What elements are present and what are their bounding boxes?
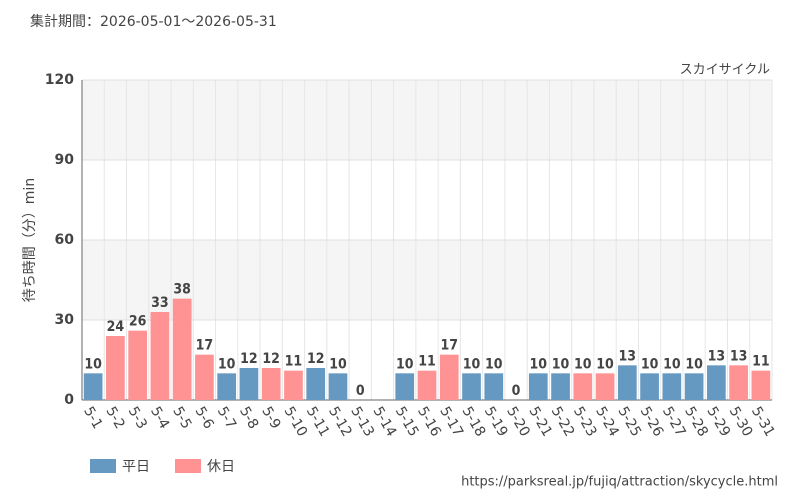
bar <box>150 312 170 400</box>
value-label: 10 <box>485 356 503 372</box>
chart-title: 集計期間：2026-05-01～2026-05-31 <box>30 13 277 30</box>
x-tick-label: 5-4 <box>147 404 172 432</box>
value-label: 10 <box>218 356 236 372</box>
value-label: 10 <box>463 356 481 372</box>
bar <box>462 373 481 400</box>
x-tick-label: 5-31 <box>748 404 778 440</box>
legend-swatch <box>90 459 116 473</box>
value-label: 17 <box>196 338 214 354</box>
value-label: 13 <box>619 348 637 364</box>
value-label: 13 <box>708 348 726 364</box>
bar <box>217 373 237 400</box>
x-tick-label: 5-9 <box>258 404 283 432</box>
value-label: 0 <box>356 383 365 399</box>
bar <box>261 368 281 400</box>
y-tick-label: 90 <box>55 152 75 168</box>
y-tick-label: 0 <box>64 392 74 408</box>
legend-swatch <box>175 459 201 473</box>
bar <box>484 373 504 400</box>
bar <box>617 365 637 400</box>
value-label: 10 <box>552 356 570 372</box>
bar <box>707 365 726 400</box>
bar <box>729 365 748 400</box>
value-label: 12 <box>240 351 258 367</box>
bar <box>573 373 593 400</box>
bar <box>306 368 326 400</box>
value-label: 10 <box>641 356 659 372</box>
value-label: 33 <box>151 295 169 311</box>
bar <box>128 330 147 400</box>
value-label: 12 <box>262 351 280 367</box>
value-label: 24 <box>107 319 125 335</box>
value-label: 10 <box>596 356 614 372</box>
bar <box>106 336 125 400</box>
y-tick-label: 60 <box>55 232 75 248</box>
bar <box>328 373 348 400</box>
value-label: 11 <box>752 354 770 370</box>
y-axis-label: 待ち時間（分）min <box>22 178 38 302</box>
bar <box>395 373 415 400</box>
bar <box>751 370 771 400</box>
x-tick-label: 5-2 <box>102 404 127 432</box>
x-tick-label: 5-6 <box>191 404 216 432</box>
x-tick-label: 5-3 <box>125 404 150 432</box>
value-label: 12 <box>307 351 325 367</box>
value-label: 26 <box>129 314 147 330</box>
x-tick-label: 5-1 <box>80 404 105 432</box>
x-tick-label: 5-8 <box>236 404 261 432</box>
value-label: 13 <box>730 348 748 364</box>
value-label: 10 <box>663 356 681 372</box>
value-label: 38 <box>173 282 191 298</box>
value-label: 10 <box>84 356 102 372</box>
bar <box>417 370 437 400</box>
value-label: 11 <box>418 354 436 370</box>
bar <box>172 298 192 400</box>
y-tick-label: 120 <box>45 72 74 88</box>
bar <box>662 373 682 400</box>
bar <box>439 354 459 400</box>
value-label: 10 <box>685 356 703 372</box>
bar <box>83 373 103 400</box>
value-label: 17 <box>440 338 458 354</box>
chart-subtitle: スカイサイクル <box>680 63 770 78</box>
value-label: 10 <box>574 356 592 372</box>
grid-band <box>82 80 772 160</box>
value-label: 11 <box>285 354 303 370</box>
bar <box>195 354 214 400</box>
bar <box>640 373 659 400</box>
bar <box>284 370 303 400</box>
legend-label: 休日 <box>207 459 235 475</box>
value-label: 0 <box>512 383 521 399</box>
value-label: 10 <box>396 356 414 372</box>
source-url: https://parksreal.jp/fujiq/attraction/sk… <box>461 475 778 490</box>
y-tick-label: 30 <box>55 312 75 328</box>
value-label: 10 <box>329 356 347 372</box>
bar <box>595 373 615 400</box>
bar <box>528 373 548 400</box>
grid-band <box>82 240 772 320</box>
value-label: 10 <box>530 356 548 372</box>
legend-label: 平日 <box>122 459 150 475</box>
bar <box>551 373 570 400</box>
x-tick-label: 5-5 <box>169 404 194 432</box>
x-tick-label: 5-7 <box>214 404 239 432</box>
bar <box>239 368 259 400</box>
bar <box>684 373 704 400</box>
